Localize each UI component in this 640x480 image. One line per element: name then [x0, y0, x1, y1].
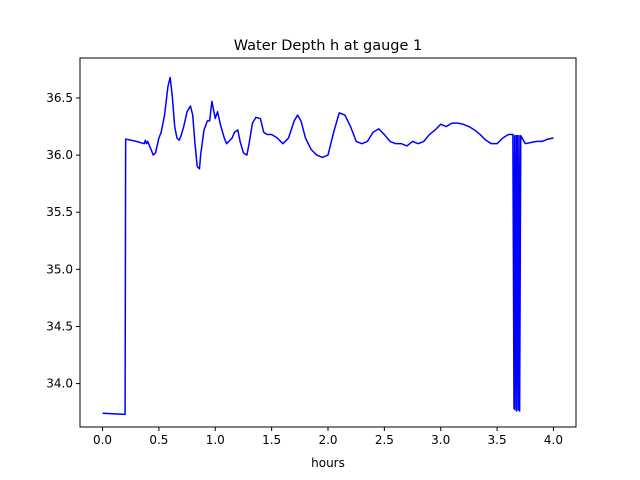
x-tick-label: 3.0: [431, 433, 450, 447]
series-line-0: [102, 76, 554, 416]
chart-title: Water Depth h at gauge 1: [234, 38, 422, 54]
x-tick-label: 4.0: [544, 433, 563, 447]
x-tick-label: 2.5: [375, 433, 394, 447]
x-tick-label: 0.0: [93, 433, 112, 447]
y-tick-label: 35.5: [46, 205, 73, 219]
x-tick-label: 1.5: [262, 433, 281, 447]
plot-area: [102, 76, 554, 416]
y-tick-label: 34.0: [46, 377, 73, 391]
x-axis-label: hours: [311, 456, 345, 470]
y-tick-label: 35.0: [46, 262, 73, 276]
y-tick-label: 34.5: [46, 319, 73, 333]
x-tick-label: 1.0: [206, 433, 225, 447]
y-axis: 34.0 34.5 35.0 35.5 36.0 36.5: [46, 91, 80, 391]
x-tick-label: 3.5: [488, 433, 507, 447]
x-tick-label: 2.0: [318, 433, 337, 447]
x-axis: 0.0 0.5 1.0 1.5 2.0 2.5 3.0 3.5 4.0: [93, 427, 563, 447]
x-tick-label: 0.5: [149, 433, 168, 447]
y-tick-label: 36.5: [46, 91, 73, 105]
y-tick-label: 36.0: [46, 148, 73, 162]
